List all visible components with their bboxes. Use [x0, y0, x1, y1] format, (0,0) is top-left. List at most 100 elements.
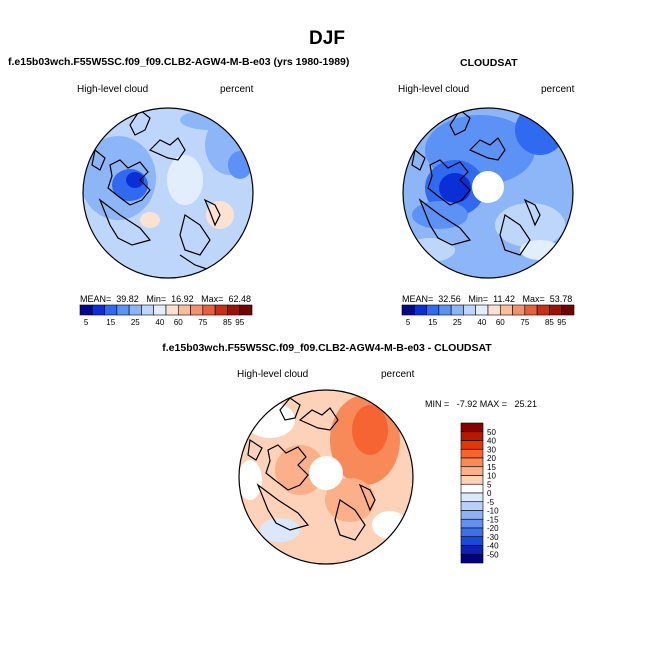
- obs-max-label: Max=: [522, 294, 545, 304]
- diff-panel-title: f.e15b03wch.F55W5SC.f09_f09.CLB2-AGW4-M-…: [162, 342, 492, 354]
- diff-colorbar-swatch: [460, 422, 484, 433]
- obs-colorbar-swatch: [413, 304, 427, 316]
- obs-colorbar-tick-label: 40: [477, 318, 486, 327]
- model-colorbar-tick-label: 85: [223, 318, 232, 327]
- model-colorbar-swatch: [214, 304, 228, 316]
- obs-colorbar: 5 15 25 40 60 75 85 95: [401, 304, 575, 327]
- obs-colorbar-swatch: [524, 304, 538, 316]
- model-colorbar-tick-label: 25: [131, 318, 140, 327]
- obs-max-value: 53.78: [549, 294, 573, 304]
- diff-colorbar-swatch: [460, 510, 484, 520]
- diff-colorbar-swatch: [460, 440, 484, 450]
- model-colorbar-swatch: [141, 304, 155, 316]
- model-mean-value: 39.82: [116, 294, 139, 304]
- model-min-value: 16.92: [171, 294, 194, 304]
- model-colorbar-tick-label: 40: [155, 318, 164, 327]
- diff-colorbar-tick-label: 30: [487, 445, 496, 454]
- season-title: DJF: [309, 28, 345, 49]
- diff-colorbar-swatch: [460, 448, 484, 459]
- model-colorbar-tick-label: 95: [235, 318, 244, 327]
- obs-colorbar-tick-label: 60: [496, 318, 505, 327]
- obs-mean-label: MEAN=: [402, 294, 434, 304]
- diff-polar-map: [238, 389, 414, 565]
- model-colorbar-tick-label: 5: [84, 318, 89, 327]
- model-max-value: 62.48: [228, 294, 251, 304]
- obs-min-value: 11.42: [493, 294, 515, 304]
- model-colorbar-swatch: [153, 304, 167, 316]
- obs-panel-title: CLOUDSAT: [460, 57, 518, 69]
- diff-colorbar-tick-label: -5: [487, 498, 495, 507]
- diff-colorbar-swatch: [460, 431, 484, 441]
- obs-colorbar-swatch: [549, 304, 563, 316]
- diff-colorbar-tick-label: 10: [487, 472, 496, 481]
- diff-colorbar-swatch: [460, 536, 484, 546]
- model-colorbar-swatch: [190, 304, 204, 316]
- obs-colorbar-swatch: [401, 304, 415, 316]
- diff-colorbar-tick-label: -20: [487, 524, 499, 533]
- obs-colorbar-tick-label: 5: [406, 318, 411, 327]
- model-colorbar: 5 15 25 40 60 75 85 95: [79, 304, 253, 327]
- diff-colorbar-tick-label: -30: [487, 533, 499, 542]
- obs-colorbar-tick-label: 15: [428, 318, 437, 327]
- diff-colorbar-tick-label: 15: [487, 463, 496, 472]
- diff-colorbar-swatch: [460, 466, 484, 476]
- diff-colorbar-swatch: [460, 457, 484, 468]
- diff-colorbar-tick-label: 40: [487, 437, 496, 446]
- model-colorbar-tick-label: 60: [174, 318, 183, 327]
- model-units-label: percent: [220, 84, 254, 95]
- model-colorbar-swatch: [91, 304, 105, 316]
- model-colorbar-tick-label: 75: [198, 318, 207, 327]
- model-colorbar-swatch: [116, 304, 130, 316]
- diff-colorbar-tick-label: -50: [487, 550, 499, 559]
- diff-colorbar-tick-label: -15: [487, 515, 499, 524]
- obs-colorbar-swatch: [475, 304, 489, 316]
- obs-colorbar-tick-label: 75: [520, 318, 529, 327]
- model-colorbar-swatch: [177, 304, 191, 316]
- diff-variable-label: High-level cloud: [237, 369, 309, 380]
- diff-colorbar-tick-label: -40: [487, 542, 499, 551]
- obs-colorbar-swatch: [512, 304, 526, 316]
- model-colorbar-swatch: [239, 304, 253, 316]
- model-colorbar-swatch: [165, 304, 179, 316]
- obs-colorbar-tick-label: 95: [557, 318, 566, 327]
- model-stats: MEAN= 39.82 Min= 16.92 Max= 62.48: [80, 294, 251, 304]
- model-colorbar-swatch: [202, 304, 216, 316]
- diff-colorbar-swatch: [460, 545, 484, 555]
- model-min-label: Min=: [146, 294, 167, 304]
- obs-variable-label: High-level cloud: [398, 84, 470, 95]
- obs-colorbar-swatch: [450, 304, 464, 316]
- obs-polar-map: [402, 107, 574, 279]
- obs-mean-value: 32.56: [438, 294, 461, 304]
- diff-colorbar-swatch: [460, 492, 484, 503]
- diff-colorbar-tick-label: 50: [487, 428, 496, 437]
- diff-stats: MIN = -7.92 MAX = 25.21: [425, 399, 538, 409]
- obs-colorbar-swatch: [487, 304, 501, 316]
- obs-colorbar-swatch: [561, 304, 575, 316]
- obs-colorbar-swatch: [499, 304, 513, 316]
- diff-colorbar-swatch: [460, 527, 484, 538]
- diff-colorbar-swatch: [460, 501, 484, 511]
- obs-colorbar-swatch: [426, 304, 440, 316]
- diff-colorbar-tick-label: 5: [487, 480, 492, 489]
- diff-colorbar-tick-label: -10: [487, 507, 499, 516]
- diff-colorbar-tick-label: 20: [487, 454, 496, 463]
- obs-colorbar-swatch: [463, 304, 477, 316]
- model-colorbar-swatch: [128, 304, 142, 316]
- obs-colorbar-tick-label: 85: [545, 318, 554, 327]
- model-mean-label: MEAN=: [80, 294, 112, 304]
- model-colorbar-tick-label: 15: [106, 318, 115, 327]
- diff-colorbar-swatch: [460, 553, 484, 564]
- model-panel-title: f.e15b03wch.F55W5SC.f09_f09.CLB2-AGW4-M-…: [8, 56, 350, 68]
- model-colorbar-swatch: [104, 304, 118, 316]
- obs-colorbar-tick-label: 25: [453, 318, 462, 327]
- model-polar-map: [82, 107, 254, 279]
- model-variable-label: High-level cloud: [77, 84, 149, 95]
- diff-colorbar-swatch: [460, 518, 484, 529]
- diff-colorbar-tick-label: 0: [487, 489, 492, 498]
- model-colorbar-swatch: [227, 304, 241, 316]
- model-colorbar-swatch: [79, 304, 93, 316]
- obs-units-label: percent: [541, 84, 575, 95]
- diff-colorbar-swatch: [460, 475, 484, 485]
